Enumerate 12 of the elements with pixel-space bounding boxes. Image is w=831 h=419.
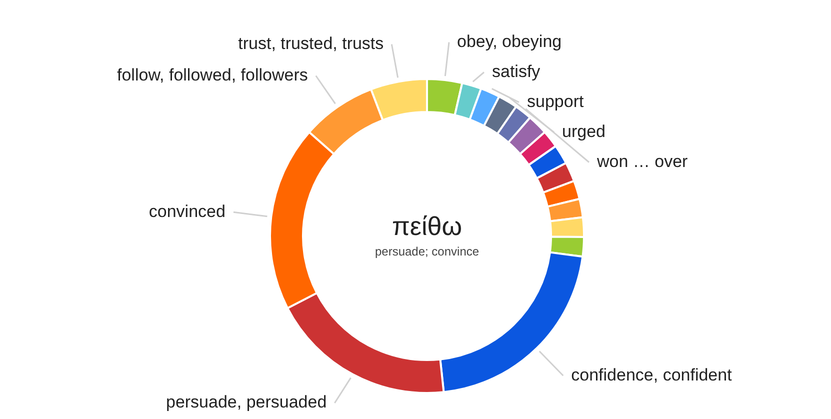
text: persuade; convince — [374, 244, 480, 258]
slice-label: follow, followed, followers — [117, 65, 308, 84]
slice-label: obey, obeying — [457, 32, 562, 51]
slice-label: won … over — [596, 152, 688, 171]
slice-label: trust, trusted, trusts — [238, 34, 384, 53]
text: πείθω — [392, 211, 462, 242]
slice-label: urged — [562, 122, 606, 141]
slice-label: support — [527, 92, 584, 111]
slice-label: convinced — [148, 202, 226, 221]
slice-label: confidence, confident — [571, 365, 732, 384]
slice-label: persuade, persuaded — [166, 392, 327, 412]
slice-label: satisfy — [492, 62, 541, 81]
